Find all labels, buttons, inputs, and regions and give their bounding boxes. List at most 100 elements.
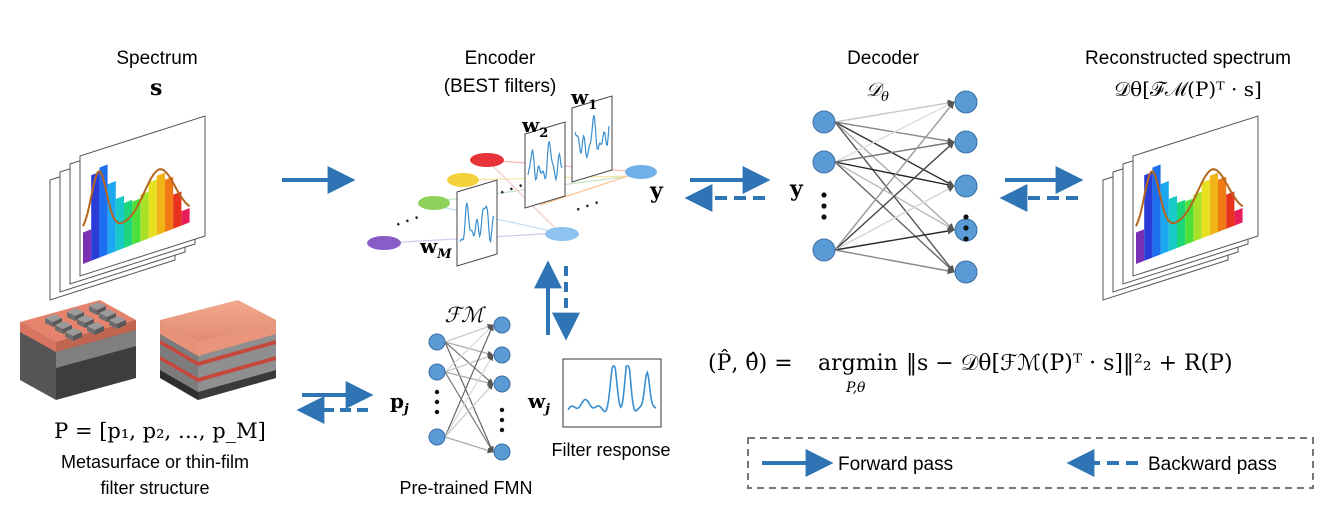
objective-operator: argmin <box>818 351 898 376</box>
decoder-ellipsis-dot <box>821 214 827 220</box>
pillar-side <box>85 319 94 328</box>
decoder-edge <box>834 121 955 273</box>
pillar-side <box>55 325 63 334</box>
fmn-node-output <box>493 316 511 334</box>
objective-operator-sub: P,θ <box>845 380 866 396</box>
panel-wM-curve <box>459 202 495 244</box>
decoder-node-output <box>954 90 978 114</box>
decoder-ellipsis-dot <box>963 236 969 242</box>
reconstructed-bar <box>1160 181 1169 255</box>
fmn-node-output <box>493 346 511 364</box>
reconstructed-bar <box>1185 198 1194 245</box>
encoder-w1-label: w1 <box>570 85 597 113</box>
encoder-wM-label: wM <box>419 234 452 262</box>
fmn-node-output <box>493 443 511 461</box>
spectrum-bar <box>140 191 149 242</box>
decoder-ellipsis-dot <box>963 225 969 231</box>
pillar-top <box>55 321 72 329</box>
legend-forward-label: Forward pass <box>838 454 953 475</box>
decoder-edge <box>834 249 955 275</box>
fmn-network <box>428 316 511 461</box>
spectrum-group: Spectrum s <box>49 48 206 301</box>
filter-response-caption: Filter response <box>551 440 670 460</box>
pillar-side <box>67 312 75 321</box>
encoder-group: Encoder (BEST filters) · · · · · · · · ·… <box>367 48 664 267</box>
fmn-node-input <box>428 363 446 381</box>
reconstructed-stack <box>1102 115 1259 301</box>
decoder-edge <box>834 141 955 251</box>
pillar-top <box>109 316 126 324</box>
decoder-symbol: 𝒟θ <box>866 79 889 105</box>
spectrum-bar <box>156 172 165 236</box>
spectrum-stack <box>49 115 206 301</box>
reconstructed-bar <box>1136 229 1145 264</box>
decoder-edge <box>834 161 955 189</box>
fmn-input-label: pj <box>390 389 409 417</box>
decoder-edge <box>834 185 955 251</box>
reconstructed-bar <box>1234 208 1243 226</box>
decoder-ellipsis-dot <box>821 203 827 209</box>
fmn-node-input <box>428 333 446 351</box>
spectrum-bar <box>107 181 116 255</box>
decoder-node-output <box>954 130 978 154</box>
pillar-top <box>99 309 116 317</box>
reconstructed-formula: 𝒟θ[ℱℳ(P)ᵀ · s] <box>1114 77 1262 101</box>
spectrum-bar <box>83 229 92 264</box>
pillar-side <box>77 319 85 328</box>
fmn-node-output <box>493 375 511 393</box>
spectrum-bar <box>124 199 133 248</box>
pillar-top <box>67 308 84 316</box>
fmn-caption: Pre-trained FMN <box>399 478 532 498</box>
decoder-node-input <box>812 150 836 174</box>
decoder-edge <box>834 99 955 123</box>
pillar-top <box>87 322 104 330</box>
pillar-side <box>45 318 53 327</box>
encoder-node-yellow <box>447 173 479 187</box>
reconstructed-bar <box>1144 172 1153 261</box>
reconstructed-bar <box>1201 179 1210 239</box>
panel-wM-frame <box>456 179 498 267</box>
pillar-side <box>89 306 97 315</box>
pillar-side <box>87 326 95 335</box>
fmn-edge <box>444 436 494 454</box>
reconstructed-bar <box>1193 191 1202 242</box>
panel-w2-curve <box>527 141 563 182</box>
fmn-ellipsis-dot <box>499 427 505 433</box>
structure-group: P = [p₁, p₂, …, p_M] Metasurface or thin… <box>20 300 276 498</box>
decoder-input-y: y <box>789 176 804 202</box>
panel-w2-frame <box>524 121 566 209</box>
reconstructed-bar <box>1209 172 1218 236</box>
decoder-node-input <box>812 238 836 262</box>
spectrum-bar <box>148 179 157 239</box>
decoder-group: Decoder 𝒟θ y <box>789 48 978 284</box>
fmn-edge <box>444 324 494 373</box>
decoder-title: Decoder <box>847 48 919 69</box>
pillar-top <box>89 302 106 310</box>
decoder-ellipsis-dot <box>963 214 969 220</box>
fmn-ellipsis-dot <box>434 389 440 395</box>
decoder-node-output <box>954 174 978 198</box>
legend: Forward pass Backward pass <box>747 437 1314 489</box>
legend-backward-label: Backward pass <box>1148 454 1277 475</box>
fmn-edge <box>444 353 494 373</box>
pillar-side <box>53 318 62 327</box>
encoder-ellipsis-mid: · · · <box>498 177 527 201</box>
spectrum-title: Spectrum <box>116 48 197 69</box>
fmn-group: ℱℳ pj wj Pre-trained FMN <box>390 303 550 498</box>
fmn-edge <box>444 383 494 438</box>
reconstructed-bar <box>1177 199 1186 248</box>
fmn-ellipsis-dot <box>499 407 505 413</box>
encoder-ellipsis-right: · · · <box>574 194 603 218</box>
objective-lhs: (P̂, θ̂) = <box>708 350 793 376</box>
pillar-side <box>109 320 117 329</box>
pillar-top <box>45 314 62 322</box>
decoder-edge <box>834 101 955 251</box>
spectrum-curve <box>82 168 191 227</box>
thin-film-illustration <box>160 300 276 400</box>
fmn-ellipsis-dot <box>434 399 440 405</box>
pillar-side <box>97 306 106 315</box>
fmn-node-input <box>428 428 446 446</box>
fmn-edge <box>444 324 494 438</box>
encoder-node-blue-right <box>625 165 657 179</box>
